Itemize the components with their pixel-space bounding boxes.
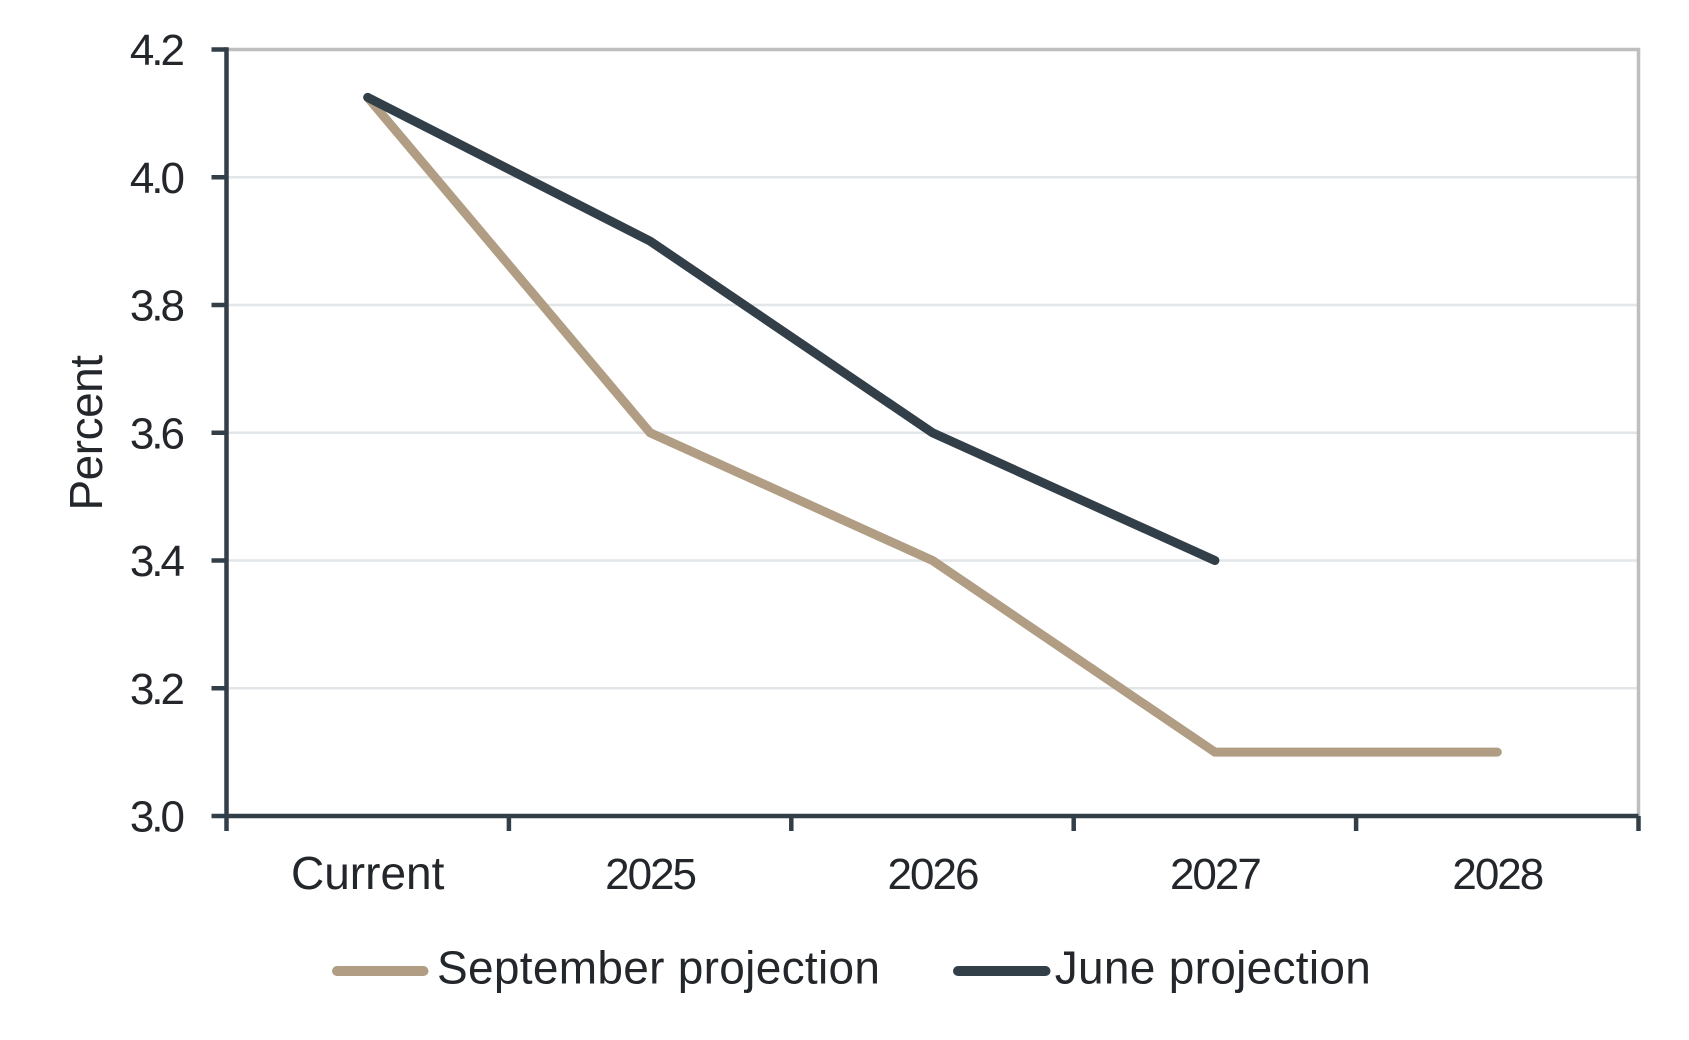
svg-text:3.2: 3.2 <box>130 665 184 714</box>
svg-text:4.0: 4.0 <box>130 154 184 203</box>
svg-text:Percent: Percent <box>60 355 112 511</box>
svg-text:3.8: 3.8 <box>130 282 184 331</box>
svg-text:2027: 2027 <box>1170 850 1260 899</box>
svg-text:September projection: September projection <box>437 942 880 994</box>
svg-text:3.4: 3.4 <box>130 537 185 586</box>
svg-text:3.0: 3.0 <box>130 793 184 842</box>
svg-text:2025: 2025 <box>605 850 695 899</box>
svg-text:2028: 2028 <box>1452 850 1542 899</box>
svg-text:June projection: June projection <box>1055 942 1371 994</box>
svg-text:4.2: 4.2 <box>130 26 184 75</box>
svg-text:2026: 2026 <box>888 850 978 899</box>
svg-text:Current: Current <box>291 847 445 899</box>
svg-text:3.6: 3.6 <box>130 409 184 458</box>
